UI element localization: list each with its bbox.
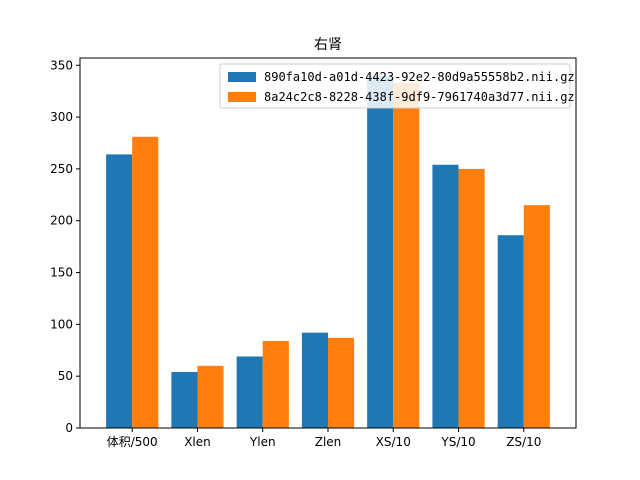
x-tick-label: XS/10	[376, 435, 411, 449]
bars-group	[106, 75, 550, 429]
bar-series-2-0	[132, 136, 159, 428]
legend-swatch-1	[228, 72, 256, 82]
legend-label-2: 8a24c2c8-8228-438f-9df9-7961740a3d77.nii…	[264, 90, 575, 104]
legend-label-1: 890fa10d-a01d-4423-92e2-80d9a55558b2.nii…	[264, 70, 575, 84]
bar-series-2-4	[393, 82, 420, 428]
bar-series-1-5	[432, 164, 459, 428]
bar-series-2-3	[328, 337, 355, 428]
bar-series-2-2	[262, 340, 289, 428]
bar-series-2-1	[197, 365, 224, 428]
y-tick-label: 250	[50, 162, 73, 176]
bar-series-2-6	[523, 205, 550, 428]
x-tick-label: 体积/500	[107, 435, 158, 449]
legend-box	[219, 63, 571, 109]
bar-series-1-1	[171, 372, 198, 428]
y-axis: 0 50 100 150 200 250 300 350	[50, 58, 80, 435]
legend: 890fa10d-a01d-4423-92e2-80d9a55558b2.nii…	[219, 63, 575, 109]
y-tick-label: 100	[50, 317, 73, 331]
x-tick-label: Ylen	[249, 435, 276, 449]
bar-series-1-3	[301, 332, 328, 428]
y-tick-label: 200	[50, 214, 73, 228]
bar-series-1-6	[497, 235, 524, 428]
y-tick-label: 50	[58, 369, 73, 383]
x-axis: 体积/500 Xlen Ylen Zlen XS/10 YS/10 ZS/10	[107, 428, 541, 449]
y-tick-label: 0	[65, 421, 73, 435]
x-tick-label: YS/10	[440, 435, 475, 449]
y-tick-label: 350	[50, 58, 73, 72]
chart-title: 右肾	[314, 37, 342, 53]
bar-series-1-4	[367, 75, 394, 428]
x-tick-label: ZS/10	[506, 435, 541, 449]
bar-series-1-2	[236, 356, 263, 428]
bar-series-2-5	[458, 168, 485, 428]
x-tick-label: Xlen	[184, 435, 211, 449]
y-tick-label: 300	[50, 110, 73, 124]
legend-swatch-2	[228, 92, 256, 102]
bar-series-1-0	[106, 154, 133, 429]
y-tick-label: 150	[50, 266, 73, 280]
x-tick-label: Zlen	[315, 435, 342, 449]
